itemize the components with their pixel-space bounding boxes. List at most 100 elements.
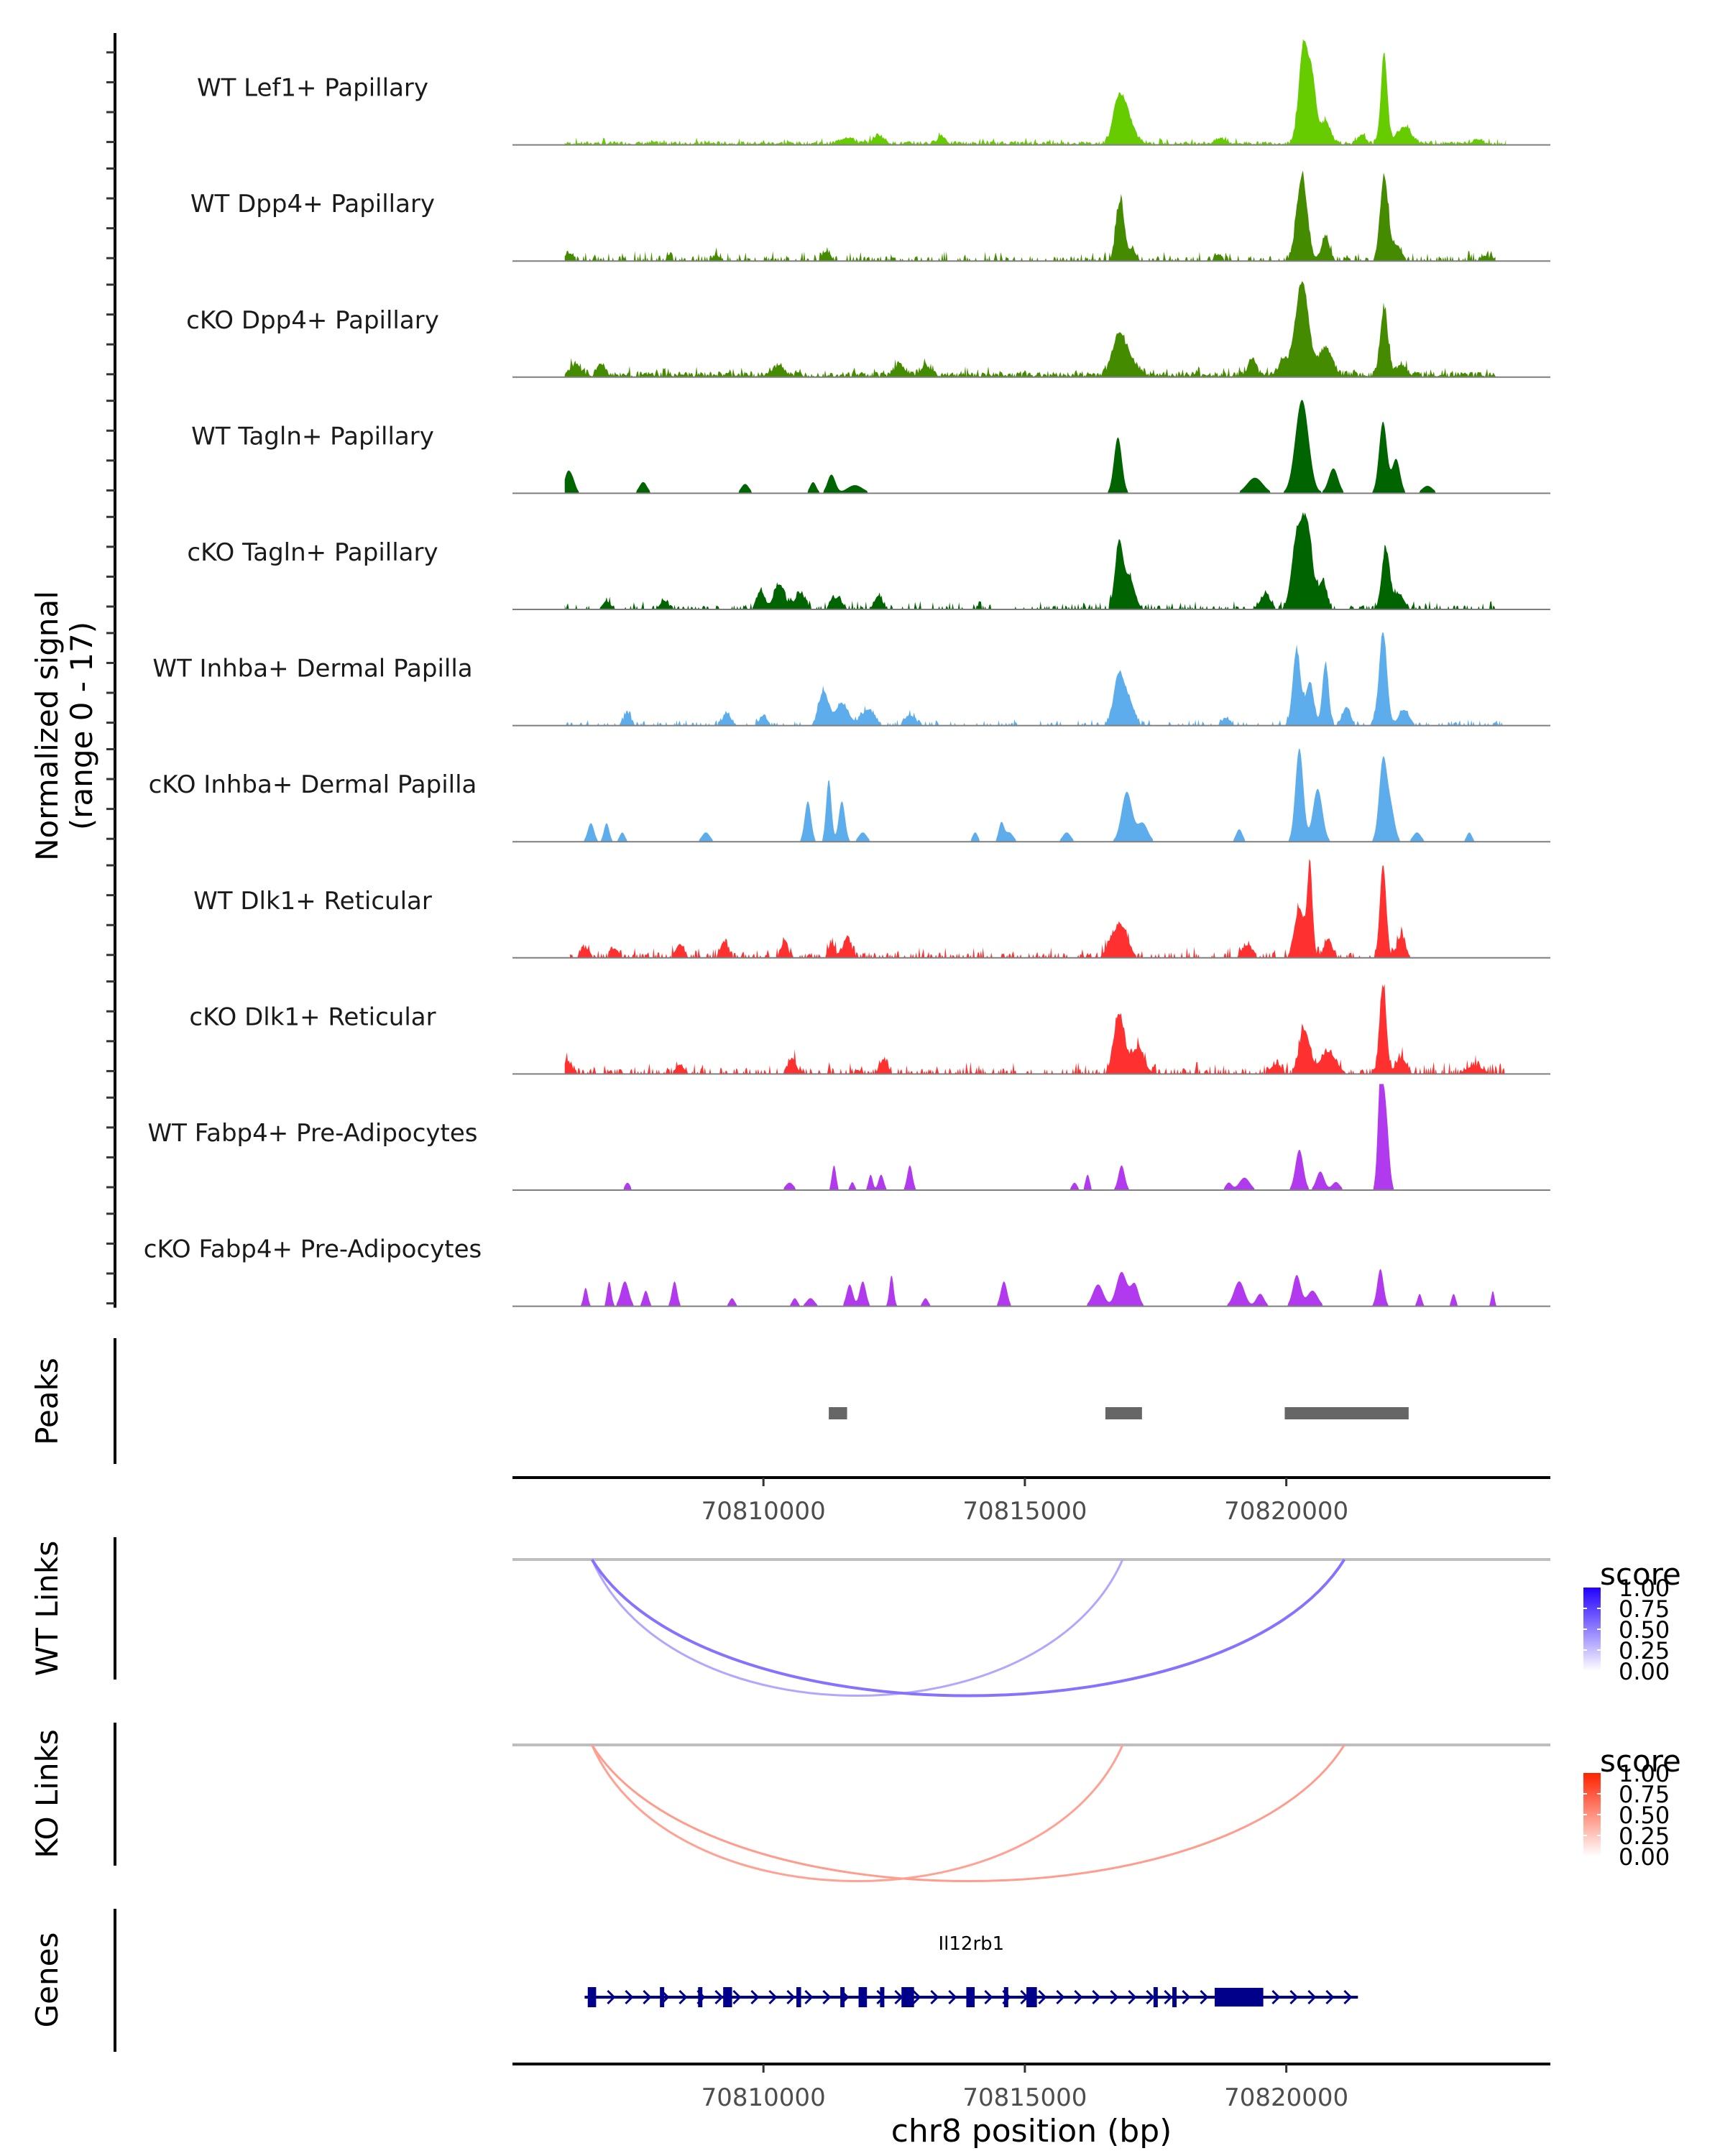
track-label: WT Inhba+ Dermal Papilla (152, 655, 472, 683)
strand-arrow-icon (678, 1989, 688, 2005)
track-label: WT Dpp4+ Papillary (190, 190, 435, 218)
coverage-ylabel-line1: Normalized signal (29, 591, 65, 861)
coverage-area (564, 1268, 1506, 1307)
x-tick-label: 70810000 (702, 2083, 826, 2112)
coverage-area (564, 400, 1480, 494)
gene-exon (660, 1987, 665, 2007)
gene-exon (966, 1987, 975, 2007)
strand-arrow-icon (1056, 1989, 1065, 2005)
track-8: cKO Dlk1+ Reticular (189, 984, 1550, 1075)
track-label: cKO Inhba+ Dermal Papilla (149, 770, 477, 799)
strand-arrow-icon (912, 1989, 921, 2005)
strand-arrow-icon (1110, 1989, 1119, 2005)
strand-arrow-icon (1307, 1989, 1317, 2005)
strand-arrow-icon (714, 1989, 724, 2005)
coverage-area (564, 632, 1506, 726)
strand-arrow-icon (1343, 1989, 1353, 2005)
legend-tick-label: 0.75 (1619, 1781, 1670, 1808)
gene-exon (698, 1987, 703, 2007)
track-label: WT Dlk1+ Reticular (193, 887, 432, 916)
strand-arrow-icon (1038, 1989, 1047, 2005)
strand-arrow-icon (1271, 1989, 1281, 2005)
legend-tick-label: 0.50 (1619, 1616, 1670, 1644)
x-tick-label: 70815000 (962, 1497, 1087, 1526)
strand-arrow-icon (732, 1989, 742, 2005)
wt-score-legend: score 1.000.750.500.250.00 (1583, 1557, 1681, 1685)
ko-links-track: KO Links (29, 1723, 1550, 1882)
ko-legend-title: score (1600, 1743, 1681, 1779)
coverage-ylabel-line2: (range 0 - 17) (64, 622, 99, 830)
peaks-label: Peaks (29, 1358, 65, 1445)
strand-arrow-icon (1325, 1989, 1335, 2005)
legend-tick-label: 1.00 (1619, 1760, 1670, 1787)
strand-arrow-icon (1182, 1989, 1191, 2005)
gene-name-label: Il12rb1 (938, 1933, 1004, 1955)
x-tick-label: 70820000 (1224, 2083, 1348, 2112)
track-label: WT Tagln+ Papillary (191, 422, 434, 451)
peak-region (1284, 1407, 1409, 1419)
ko-score-legend: score 1.000.750.500.250.00 (1583, 1743, 1681, 1871)
strand-arrow-icon (1200, 1989, 1209, 2005)
link-arc (591, 1559, 1124, 1697)
gene-exon (840, 1987, 845, 2007)
gene-exon (1153, 1987, 1158, 2007)
peaks-track: Peaks (29, 1338, 1409, 1464)
track-label: WT Lef1+ Papillary (197, 74, 428, 103)
legend-tick-label: 0.75 (1619, 1595, 1670, 1623)
x-tick-label: 70815000 (962, 2083, 1087, 2112)
track-label: WT Fabp4+ Pre-Adipocytes (148, 1119, 478, 1148)
track-1: WT Dpp4+ Papillary (190, 170, 1550, 262)
peak-region (829, 1407, 847, 1419)
link-arc (590, 1558, 1346, 1697)
peak-region (1105, 1407, 1142, 1419)
legend-tick-label: 0.00 (1619, 1843, 1670, 1871)
gene-exon (880, 1987, 885, 2007)
coverage-area (570, 859, 1417, 958)
track-10: cKO Fabp4+ Pre-Adipocytes (144, 1235, 1550, 1307)
gene-exon (1172, 1987, 1177, 2007)
legend-tick-label: 0.25 (1619, 1637, 1670, 1664)
strand-arrow-icon (643, 1989, 652, 2005)
wt-links-label: WT Links (29, 1541, 65, 1676)
coverage-area (564, 281, 1496, 377)
strand-arrow-icon (750, 1989, 760, 2005)
coverage-area (564, 749, 1506, 842)
gene-exon (858, 1987, 868, 2007)
track-label: cKO Dlk1+ Reticular (189, 1003, 436, 1031)
strand-arrow-icon (930, 1989, 939, 2005)
strand-arrow-icon (1146, 1989, 1155, 2005)
gene-exon (901, 1987, 914, 2007)
x-axis-top: 70810000 70815000 70820000 (512, 1476, 1550, 1526)
ko-links-label: KO Links (29, 1729, 65, 1858)
coverage-area (564, 170, 1496, 262)
gene-exon (1026, 1987, 1037, 2007)
strand-arrow-icon (822, 1989, 832, 2005)
coverage-area (564, 39, 1506, 145)
strand-arrow-icon (1164, 1989, 1173, 2005)
track-label: cKO Fabp4+ Pre-Adipocytes (144, 1235, 482, 1264)
legend-tick-label: 1.00 (1619, 1575, 1670, 1602)
link-arc (591, 1744, 1124, 1882)
x-axis-bottom: 70810000 70815000 70820000 (512, 2063, 1550, 2112)
coverage-y-axis (106, 33, 116, 1308)
coverage-area (564, 512, 1496, 609)
wt-legend-title: score (1600, 1557, 1681, 1592)
genes-label: Genes (29, 1932, 65, 2028)
coverage-area (564, 1084, 1506, 1190)
x-axis-title: chr8 position (bp) (891, 2113, 1172, 2150)
wt-links-track: WT Links (29, 1537, 1550, 1697)
track-6: cKO Inhba+ Dermal Papilla (149, 749, 1550, 843)
legend-tick-label: 0.50 (1619, 1802, 1670, 1829)
strand-arrow-icon (948, 1989, 957, 2005)
legend-tick-label: 0.25 (1619, 1823, 1670, 1850)
track-label: cKO Dpp4+ Papillary (186, 306, 439, 335)
gene-exon (587, 1987, 597, 2007)
strand-arrow-icon (804, 1989, 814, 2005)
gene-exon (796, 1987, 801, 2007)
coverage-area (564, 984, 1506, 1074)
x-tick-label: 70810000 (702, 1497, 826, 1526)
strand-arrow-icon (1074, 1989, 1083, 2005)
track-7: WT Dlk1+ Reticular (193, 859, 1550, 959)
legend-tick-label: 0.00 (1619, 1658, 1670, 1685)
